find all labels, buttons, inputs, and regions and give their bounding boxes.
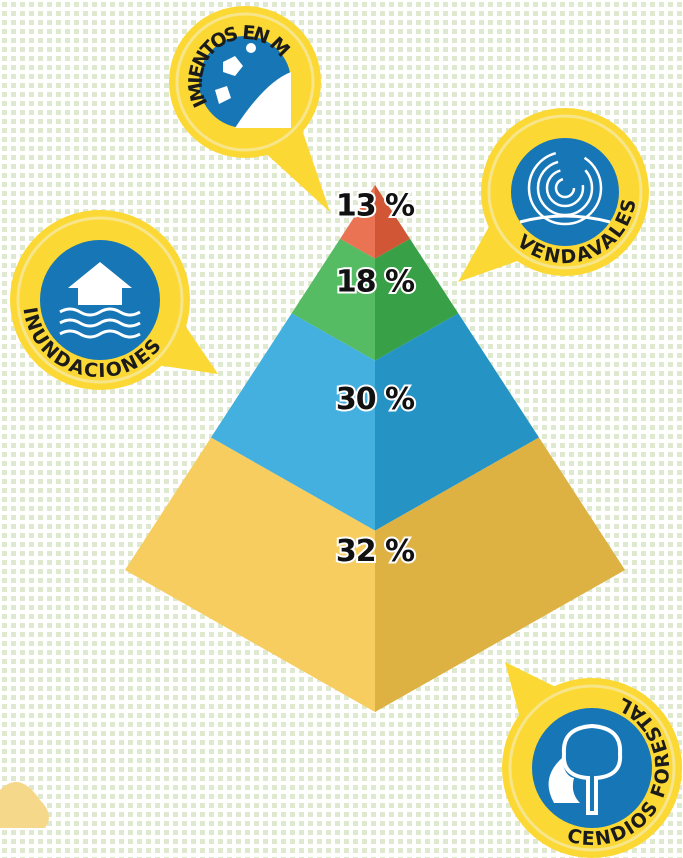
badge: INUNDACIONES bbox=[10, 210, 218, 390]
icon-wave bbox=[59, 318, 141, 328]
badge-core bbox=[511, 138, 619, 246]
value-label: 18 % bbox=[336, 264, 415, 299]
badge-ring-inner bbox=[508, 684, 676, 852]
badge-icon bbox=[548, 723, 623, 815]
icon-slope bbox=[235, 72, 291, 128]
icon-gust bbox=[519, 214, 611, 224]
pyramid: 13 % 18 % 30 % 32 % bbox=[125, 185, 625, 712]
icon-wave bbox=[59, 307, 141, 317]
layer-left-face bbox=[340, 185, 375, 259]
layer-right-shade bbox=[375, 437, 625, 712]
pyramid-layer bbox=[125, 437, 625, 712]
icon-swirl bbox=[527, 150, 603, 226]
layer-left-shade bbox=[211, 313, 375, 531]
layer-left-face bbox=[125, 437, 375, 712]
badge-ring-inner bbox=[487, 114, 643, 270]
pyramid-layer bbox=[291, 238, 459, 361]
icon-wave bbox=[59, 329, 141, 339]
icon-rock bbox=[215, 86, 231, 104]
layer-right-face bbox=[375, 437, 625, 712]
layer-left-shade bbox=[340, 185, 375, 259]
icon-rock bbox=[223, 56, 243, 76]
badge-icon bbox=[59, 262, 141, 339]
icon-tree bbox=[561, 723, 623, 815]
pyramid-layer bbox=[211, 313, 539, 531]
layer-left-face bbox=[291, 238, 375, 361]
corner-cloud bbox=[0, 782, 49, 828]
badge-tail bbox=[458, 217, 528, 282]
layer-right-face bbox=[375, 185, 410, 259]
value-label: 32 % bbox=[336, 534, 415, 569]
layer-right-shade bbox=[375, 238, 459, 361]
layer-left-face bbox=[211, 313, 375, 531]
icon-flame bbox=[548, 758, 580, 803]
pyramid-layer bbox=[340, 185, 410, 259]
layer-right-face bbox=[375, 313, 539, 531]
layer-left-shade bbox=[125, 437, 375, 712]
icon-rock bbox=[246, 43, 256, 53]
badge-ring-inner bbox=[16, 216, 184, 384]
layer-right-shade bbox=[375, 185, 410, 259]
badge: VENDAVALES bbox=[458, 108, 649, 282]
badge-tail bbox=[505, 662, 566, 727]
value-label: 30 % bbox=[336, 382, 415, 417]
layer-right-face bbox=[375, 238, 459, 361]
layer-left-shade bbox=[291, 238, 375, 361]
icon-house bbox=[68, 262, 132, 305]
icon-swirl bbox=[545, 168, 585, 208]
layer-right-shade bbox=[375, 313, 539, 531]
icon-swirl bbox=[554, 177, 576, 199]
badge-icon bbox=[519, 150, 611, 226]
badge-icon bbox=[215, 43, 291, 128]
badge-ring-inner bbox=[175, 12, 315, 152]
value-label: 13 % bbox=[336, 188, 415, 223]
